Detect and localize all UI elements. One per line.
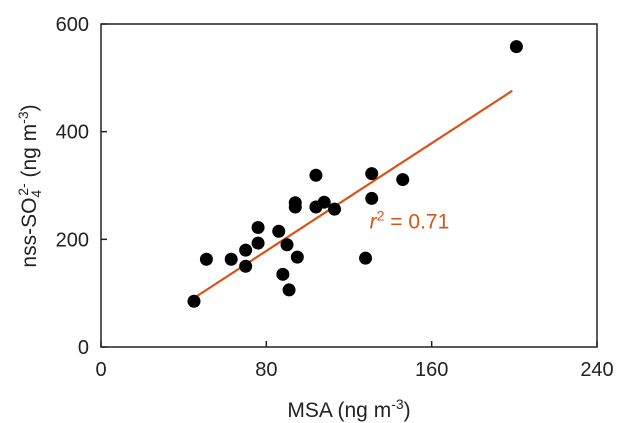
x-tick-label: 240 <box>580 359 613 381</box>
data-point <box>251 220 265 234</box>
plot-frame <box>100 23 598 348</box>
x-tick-label: 160 <box>415 359 448 381</box>
data-point <box>290 250 304 264</box>
axis-ticks: 0 80 160 240 0 200 400 600 <box>56 14 614 381</box>
data-point <box>239 243 253 257</box>
data-point <box>280 238 294 252</box>
data-point <box>187 294 201 308</box>
data-point <box>239 259 253 273</box>
data-point <box>276 267 290 281</box>
y-axis-label: nss-SO42- (ng m-3) <box>15 104 44 267</box>
data-point <box>359 251 373 265</box>
data-point <box>282 283 296 297</box>
y-tick-label: 400 <box>56 122 89 144</box>
data-point <box>328 202 342 216</box>
y-tick-label: 0 <box>78 337 89 359</box>
data-points-group <box>187 40 523 308</box>
data-point <box>199 252 213 266</box>
data-point <box>365 167 379 181</box>
data-point <box>309 168 323 182</box>
x-axis-label: MSA (ng m-3) <box>287 396 410 422</box>
data-point <box>288 200 302 214</box>
y-tick-label: 600 <box>56 14 89 36</box>
y-tick-label: 200 <box>56 229 89 251</box>
x-tick-label: 80 <box>255 359 277 381</box>
data-point <box>251 236 265 250</box>
r-squared-annotation: r2 = 0.71 <box>370 208 450 234</box>
data-point <box>509 40 523 54</box>
data-point <box>365 191 379 205</box>
data-point <box>396 173 410 187</box>
data-point <box>272 224 286 238</box>
x-tick-label: 0 <box>95 359 106 381</box>
data-point <box>224 252 238 266</box>
data-point <box>317 195 331 209</box>
